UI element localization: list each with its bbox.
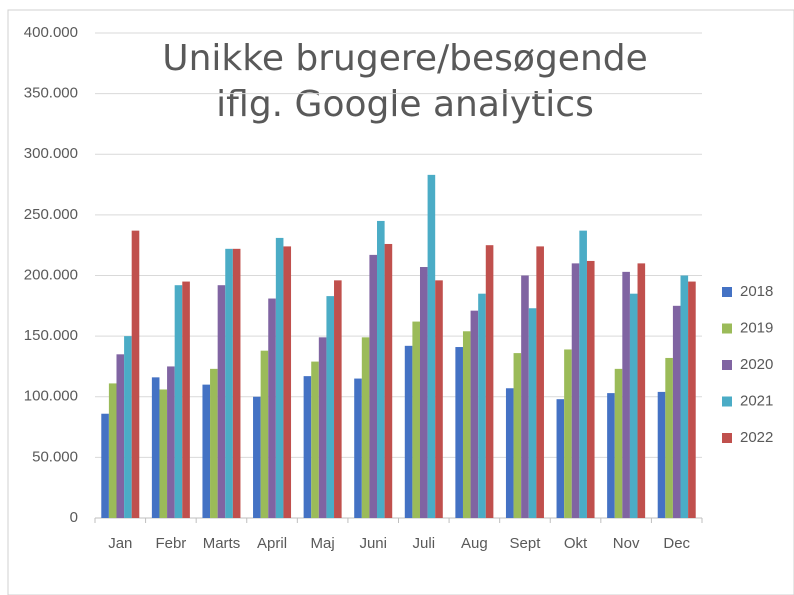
y-tick-label: 350.000: [24, 85, 78, 102]
bar: [571, 263, 580, 518]
x-tick-label: Maj: [311, 535, 335, 552]
bar: [275, 237, 284, 518]
bar: [521, 275, 529, 518]
x-tick-label: Marts: [203, 535, 241, 552]
x-tick-label: Dec: [663, 535, 690, 552]
y-tick-label: 400.000: [24, 24, 78, 41]
bar: [318, 337, 327, 518]
x-tick-label: Jan: [108, 535, 132, 552]
y-tick-label: 200.000: [24, 266, 78, 283]
bar: [629, 293, 638, 518]
bar: [579, 230, 587, 518]
legend-swatch: [722, 433, 732, 443]
bar: [419, 267, 428, 518]
bar: [462, 331, 471, 518]
bar: [131, 230, 140, 518]
bar: [688, 281, 696, 518]
x-tick-label: Aug: [461, 535, 488, 552]
legend-label: 2019: [740, 319, 773, 336]
bar: [622, 271, 630, 518]
bar: [268, 298, 276, 518]
legend-swatch: [722, 396, 732, 407]
bar: [485, 245, 494, 518]
bar: [116, 354, 125, 518]
chart-title: iflg. Google analytics: [216, 84, 594, 125]
bar: [167, 366, 175, 518]
bar: [311, 361, 319, 518]
bar: [513, 353, 522, 518]
chart-title: Unikke brugere/besøgende: [162, 38, 648, 79]
bar: [672, 305, 681, 518]
y-tick-label: 0: [70, 509, 78, 526]
bar: [174, 285, 183, 518]
bar: [536, 246, 544, 518]
bar: [528, 308, 537, 518]
bar: [334, 280, 342, 518]
bar: [607, 393, 615, 518]
bar: [427, 174, 436, 519]
y-tick-label: 50.000: [32, 448, 78, 465]
bar: [478, 293, 486, 518]
x-tick-label: Okt: [564, 535, 588, 552]
bar: [151, 377, 160, 518]
bar: [404, 345, 413, 518]
bar: [260, 350, 269, 518]
bar: [283, 246, 292, 518]
legend-label: 2020: [740, 356, 773, 373]
bar: [564, 349, 572, 518]
bar: [159, 389, 168, 518]
bar: [680, 275, 689, 518]
bar: [657, 391, 666, 518]
legend-swatch: [722, 360, 732, 370]
x-tick-label: Febr: [155, 535, 186, 552]
bar: [637, 263, 646, 518]
bar: [182, 281, 190, 518]
bar: [435, 280, 443, 518]
bar: [326, 296, 335, 518]
bar: [108, 383, 117, 518]
legend-label: 2018: [740, 283, 773, 300]
bar: [232, 248, 241, 518]
bar: [505, 388, 514, 518]
bar: [225, 248, 233, 518]
legend-swatch: [722, 323, 732, 334]
y-tick-label: 300.000: [24, 145, 78, 162]
x-tick-label: Juli: [413, 535, 436, 552]
y-tick-label: 100.000: [24, 388, 78, 405]
bar: [384, 243, 393, 518]
bar: [124, 336, 132, 518]
legend-swatch: [722, 287, 732, 297]
bar: [217, 285, 226, 518]
x-tick-label: April: [257, 535, 287, 552]
x-tick-label: Nov: [613, 535, 640, 552]
bar: [303, 376, 312, 518]
bar: [202, 384, 211, 518]
bar: [361, 337, 370, 518]
bar: [354, 378, 362, 518]
bar: [665, 357, 673, 518]
bar: [556, 399, 565, 518]
y-tick-label: 250.000: [24, 206, 78, 223]
legend-label: 2021: [740, 392, 773, 409]
bar: [253, 396, 261, 518]
bar: [455, 347, 463, 518]
frame: [7, 9, 794, 595]
bar: [412, 321, 420, 518]
bar: [470, 310, 479, 518]
bar: [377, 220, 385, 518]
legend-label: 2022: [740, 429, 773, 446]
bar: [210, 368, 218, 518]
bar: [101, 413, 109, 518]
x-tick-label: Sept: [510, 535, 542, 552]
x-tick-label: Juni: [359, 535, 387, 552]
bar: [614, 368, 623, 518]
y-tick-label: 150.000: [24, 327, 78, 344]
bar: [369, 254, 378, 518]
bar: [586, 260, 595, 518]
